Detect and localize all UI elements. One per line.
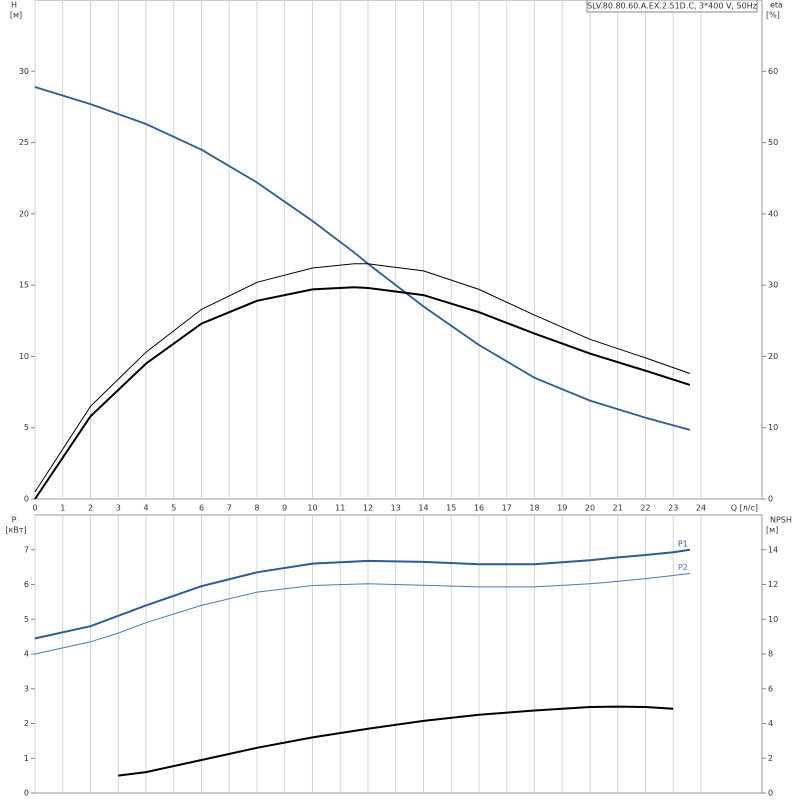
series-line: [34, 548, 691, 640]
y2-tick-label: 50: [768, 138, 778, 147]
y-tick-label: 10: [19, 352, 29, 361]
y-tick-label: 0: [24, 495, 29, 504]
y-tick-label: 4: [24, 650, 29, 659]
series-line: [34, 572, 690, 655]
x-tick-label: 0: [32, 504, 37, 513]
title-box: [586, 0, 758, 13]
y2-tick-label: 6: [768, 684, 773, 693]
x-tick-label: 15: [446, 504, 456, 513]
x-axis-label: Q [л/с]: [731, 504, 758, 513]
x-tick-label: 21: [613, 504, 623, 513]
series-line: [34, 263, 691, 493]
x-tick-label: 7: [227, 504, 232, 513]
x-tick-label: 6: [199, 504, 204, 513]
x-tick-label: 5: [171, 504, 176, 513]
x-tick-label: 1: [60, 504, 65, 513]
x-tick-label: 14: [418, 504, 428, 513]
y2-axis-unit: [м]: [766, 526, 778, 535]
series-line: [118, 705, 674, 777]
plot-area: [34, 514, 763, 794]
y-tick-label: 25: [19, 138, 29, 147]
y2-axis-label: NPSH: [770, 516, 792, 525]
y2-tick-label: 10: [768, 615, 778, 624]
series-line: [34, 286, 691, 500]
y2-tick-label: 12: [768, 580, 778, 589]
y-axis-label: P: [12, 516, 17, 525]
y-tick-label: 30: [19, 67, 29, 76]
y-tick-label: 20: [19, 209, 29, 218]
y-tick-label: 0: [24, 789, 29, 798]
x-tick-label: 2: [88, 504, 93, 513]
series-label: P1: [678, 539, 688, 548]
x-tick-label: 8: [254, 504, 259, 513]
series-line: [34, 86, 691, 431]
y2-tick-label: 14: [768, 545, 778, 554]
y2-tick-label: 40: [768, 209, 778, 218]
y2-tick-label: 8: [768, 650, 773, 659]
x-tick-label: 11: [335, 504, 345, 513]
y-tick-label: 6: [24, 580, 29, 589]
y-tick-label: 2: [24, 719, 29, 728]
y-tick-label: 15: [19, 281, 29, 290]
y-tick-label: 1: [24, 754, 29, 763]
y-tick-label: 3: [24, 684, 29, 693]
y-tick-label: 7: [24, 545, 29, 554]
y-tick-label: 5: [24, 423, 29, 432]
y2-tick-label: 0: [768, 495, 773, 504]
y2-axis-label: eta: [770, 1, 783, 10]
x-tick-label: 20: [585, 504, 595, 513]
y-tick-label: 5: [24, 615, 29, 624]
x-tick-label: 16: [474, 504, 484, 513]
y-axis-unit: [кВт]: [5, 526, 26, 535]
x-tick-label: 10: [307, 504, 317, 513]
x-tick-label: 13: [391, 504, 401, 513]
y2-tick-label: 4: [768, 719, 773, 728]
x-tick-label: 23: [668, 504, 678, 513]
y2-tick-label: 0: [768, 789, 773, 798]
x-tick-label: 19: [557, 504, 567, 513]
y-axis-label: H: [11, 1, 17, 10]
x-tick-label: 24: [696, 504, 706, 513]
x-tick-label: 12: [363, 504, 373, 513]
x-tick-label: 9: [282, 504, 287, 513]
x-tick-label: 17: [502, 504, 512, 513]
y2-axis-unit: [%]: [766, 11, 780, 20]
x-tick-label: 22: [640, 504, 650, 513]
chart-title: SLV.80.80.60.A.EX.2.51D.C, 3*400 V, 50Hz: [587, 2, 757, 11]
x-tick-label: 4: [143, 504, 148, 513]
y2-tick-label: 30: [768, 281, 778, 290]
plot-area: [34, 0, 763, 500]
x-tick-label: 3: [116, 504, 121, 513]
x-tick-label: 18: [529, 504, 539, 513]
series-label: P2: [678, 563, 688, 572]
y2-tick-label: 10: [768, 423, 778, 432]
y2-tick-label: 60: [768, 67, 778, 76]
y2-tick-label: 2: [768, 754, 773, 763]
y-axis-unit: [м]: [10, 11, 22, 20]
y2-tick-label: 20: [768, 352, 778, 361]
